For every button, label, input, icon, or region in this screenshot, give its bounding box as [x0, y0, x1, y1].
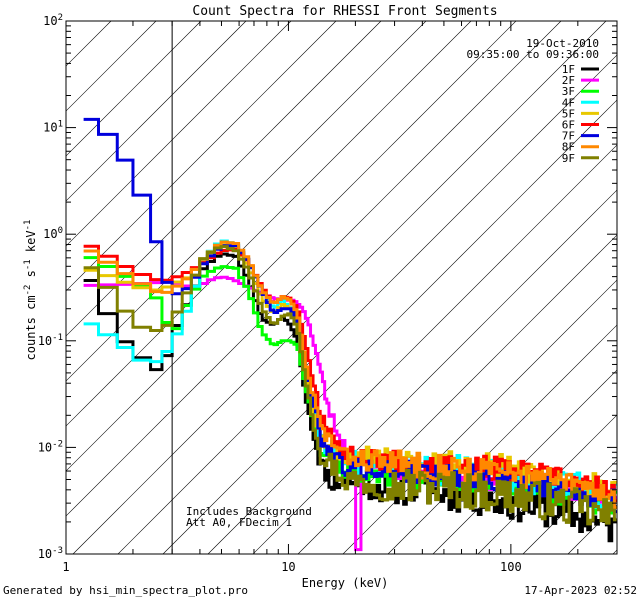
y-label-end: keV — [24, 230, 38, 259]
legend-label-3F: 3F — [562, 85, 575, 98]
hatch-line — [66, 21, 562, 517]
axis-ticks — [65, 20, 618, 555]
hatch-line — [66, 21, 67, 22]
hatch-line — [66, 21, 112, 67]
footer-generated-by: Generated by hsi_min_spectra_plot.pro — [3, 584, 248, 597]
date-label: 19-Oct-2010 — [526, 37, 599, 50]
y-tick-label: 102 — [43, 13, 63, 28]
y-label-exp2: -1 — [23, 259, 33, 270]
legend-label-5F: 5F — [562, 107, 575, 120]
y-tick-label: 100 — [43, 226, 63, 241]
y-axis-label: counts cm-2 s-1 keV-1 — [23, 220, 38, 361]
series-line-9F — [83, 245, 617, 526]
y-label-exp3: -1 — [23, 220, 33, 231]
y-tick-labels: 10-3 10-2 10-1 100 101 102 — [38, 13, 63, 561]
x-tick-label: 10 — [281, 560, 295, 574]
plot-frame — [65, 20, 618, 555]
hatch-line — [66, 21, 157, 112]
footer-timestamp: 17-Apr-2023 02:52 — [524, 584, 637, 597]
x-tick-labels: 1 10 100 — [62, 560, 521, 574]
note-attenuator: Att A0, FDecim 1 — [186, 516, 292, 529]
hatch-line — [66, 21, 427, 382]
hatch-line — [66, 21, 247, 202]
hatch-line — [66, 21, 337, 292]
time-range-label: 09:35:00 to 09:36:00 — [467, 48, 599, 61]
legend-label-9F: 9F — [562, 152, 575, 165]
legend-label-7F: 7F — [562, 130, 575, 143]
hatch-line — [477, 414, 617, 554]
legend-label-8F: 8F — [562, 141, 575, 154]
hatch-line — [117, 54, 617, 554]
hatch-line — [162, 99, 617, 554]
hatch-line — [522, 459, 617, 554]
hatch-line — [66, 21, 472, 427]
y-tick-label: 10-2 — [38, 439, 63, 454]
legend-label-2F: 2F — [562, 74, 575, 87]
legend-label-4F: 4F — [562, 96, 575, 109]
note-background: Includes Background — [186, 505, 312, 518]
y-tick-label: 10-3 — [38, 546, 63, 561]
legend-label-6F: 6F — [562, 119, 575, 132]
y-label-mid: s — [24, 270, 38, 284]
series-line-1F — [83, 252, 617, 543]
y-label-base: counts cm — [24, 295, 38, 360]
hatch-line — [66, 21, 202, 157]
legend-label-1F: 1F — [562, 63, 575, 76]
y-tick-label: 101 — [43, 120, 63, 135]
series-layer — [83, 117, 617, 552]
chart-title: Count Spectra for RHESSI Front Segments — [192, 4, 497, 19]
y-label-exp1: -2 — [23, 285, 33, 296]
x-axis-label: Energy (keV) — [302, 576, 389, 590]
y-tick-label: 10-1 — [38, 333, 63, 348]
x-tick-label: 100 — [500, 560, 522, 574]
hatch-line — [72, 21, 607, 554]
x-tick-label: 1 — [62, 560, 69, 574]
hatch-line — [66, 21, 292, 247]
hatch-line — [207, 144, 617, 554]
